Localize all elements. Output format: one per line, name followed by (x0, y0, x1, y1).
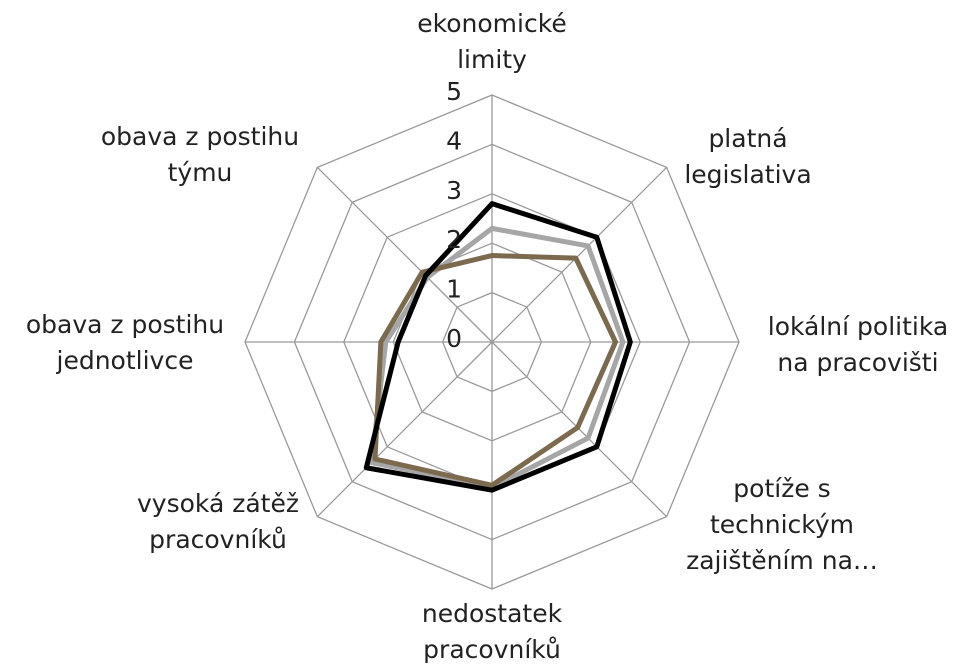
label-line: platná (708, 124, 787, 153)
r-tick-label: 5 (446, 77, 462, 106)
label-line: zajištěním na… (686, 546, 878, 575)
spoke (316, 166, 493, 343)
label-line: týmu (168, 158, 233, 187)
label-line: vysoká zátěž (137, 489, 299, 518)
category-label: obava z postihu jednotlivce (26, 310, 224, 375)
category-label: obava z postihu týmu (101, 122, 299, 187)
label-line: nedostatek (422, 599, 563, 628)
r-tick-label: 3 (446, 176, 462, 205)
series-line (372, 253, 618, 488)
category-label: nedostatek pracovníků (422, 599, 563, 664)
r-tick-label: 2 (446, 225, 462, 254)
label-line: pracovníků (149, 525, 287, 554)
label-line: obava z postihu (101, 122, 299, 151)
label-line: na pracovišti (777, 348, 938, 377)
r-tick-label: 0 (446, 324, 462, 353)
label-line: limity (457, 45, 527, 74)
label-line: legislativa (684, 160, 811, 189)
r-tick-label: 1 (446, 275, 462, 304)
label-line: technickým (710, 510, 854, 539)
category-label: platná legislativa (684, 124, 811, 189)
category-label: ekonomické limity (417, 9, 566, 74)
r-tick-label: 4 (446, 126, 462, 155)
label-line: potíže s (733, 474, 830, 503)
label-line: obava z postihu (26, 310, 224, 339)
category-label: vysoká zátěž pracovníků (137, 489, 299, 554)
label-line: jednotlivce (56, 346, 194, 375)
series-line (368, 225, 626, 491)
label-line: lokální politika (768, 312, 948, 341)
category-label: lokální politika na pracovišti (768, 312, 948, 377)
spoke (316, 341, 493, 518)
spoke (491, 166, 668, 343)
series-line (363, 201, 633, 493)
label-line: pracovníků (423, 635, 561, 664)
label-line: ekonomické (417, 9, 566, 38)
category-label: potíže s technickým zajištěním na… (686, 474, 878, 575)
